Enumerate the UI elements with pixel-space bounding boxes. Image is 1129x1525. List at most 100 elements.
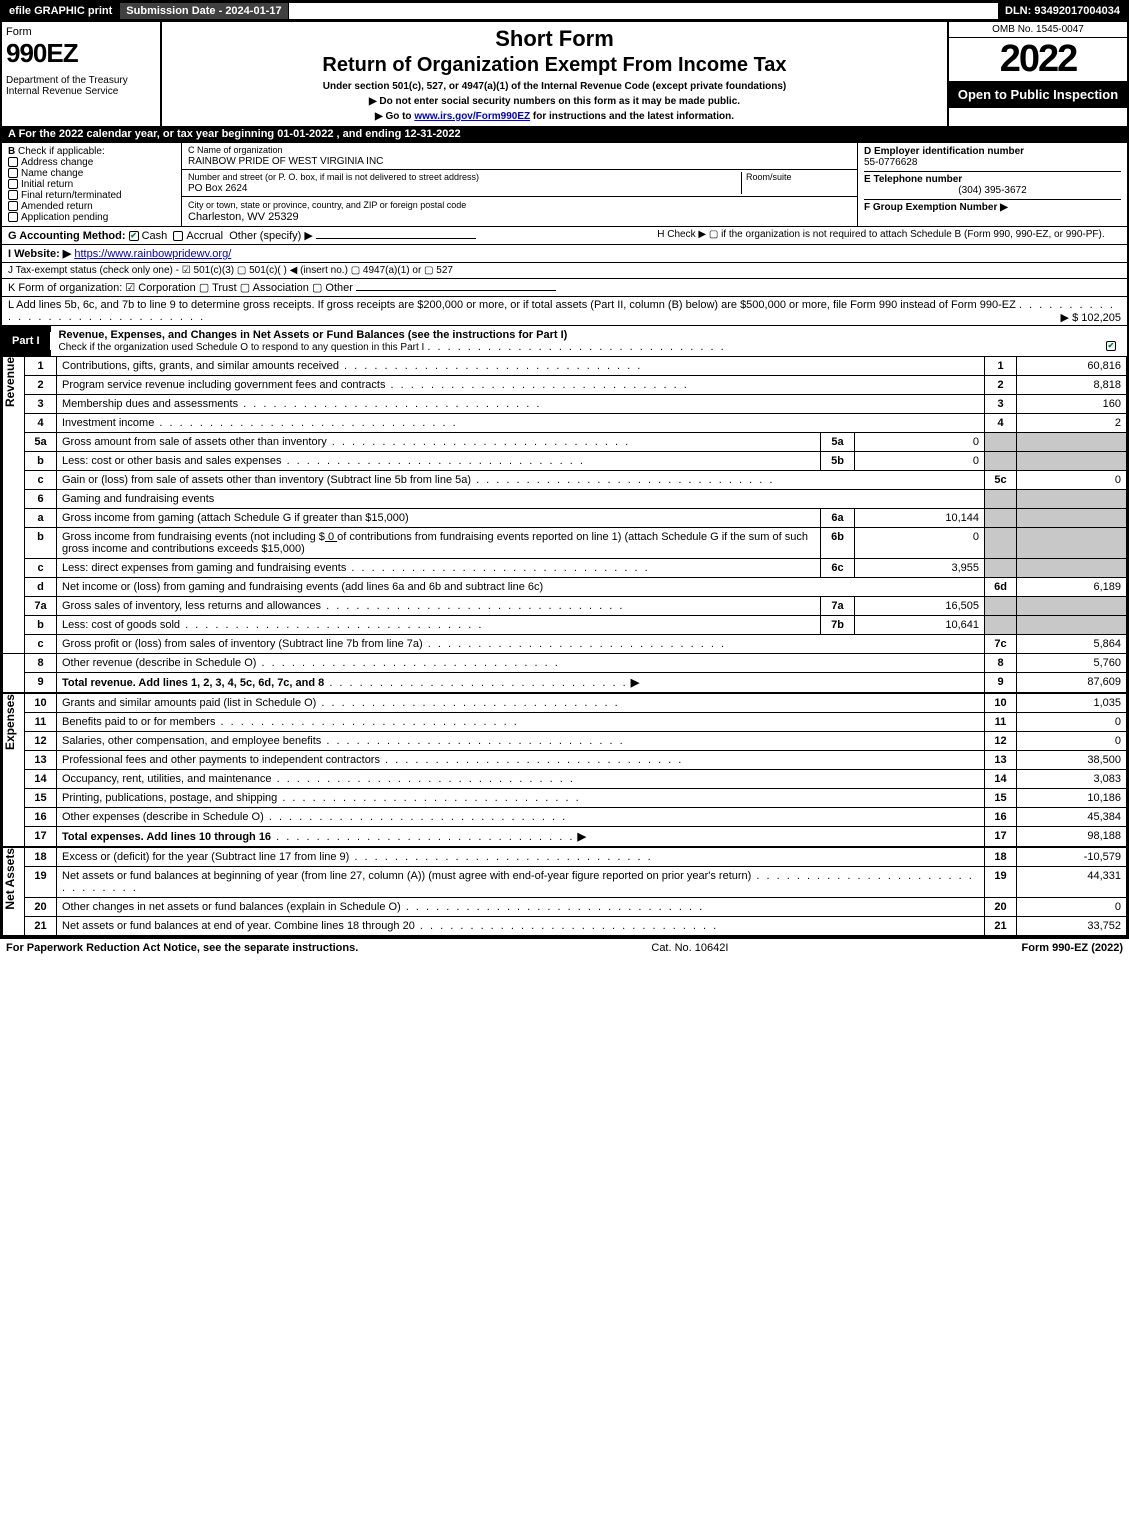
efile-print-cell: efile GRAPHIC print (2, 2, 119, 20)
line-amount: 5,760 (1017, 654, 1127, 673)
line-ref: 20 (985, 898, 1017, 917)
line-amount: 1,035 (1017, 693, 1127, 713)
inner-ref: 6c (821, 559, 855, 578)
opt-name-change[interactable]: Name change (8, 168, 175, 179)
form-header: Form 990EZ Department of the Treasury In… (2, 20, 1127, 126)
line-desc: Salaries, other compensation, and employ… (57, 732, 985, 751)
line-num: 15 (25, 789, 57, 808)
line-ref: 10 (985, 693, 1017, 713)
under-section-text: Under section 501(c), 527, or 4947(a)(1)… (170, 81, 939, 92)
line-amount: 87,609 (1017, 673, 1127, 694)
line-amount-grey (1017, 597, 1127, 616)
schedule-o-checkbox-icon[interactable] (1106, 341, 1116, 351)
line-desc: Grants and similar amounts paid (list in… (57, 693, 985, 713)
opt-application-pending[interactable]: Application pending (8, 212, 175, 223)
open-to-public-box: Open to Public Inspection (949, 81, 1127, 108)
line-num: c (25, 559, 57, 578)
line-num: 6 (25, 490, 57, 509)
line-ref: 7c (985, 635, 1017, 654)
e-label: E Telephone number (864, 174, 962, 185)
line-desc: Net income or (loss) from gaming and fun… (57, 578, 985, 597)
goto-line: ▶ Go to www.irs.gov/Form990EZ for instru… (170, 111, 939, 122)
g-other: Other (specify) ▶ (229, 230, 313, 242)
line-ref: 14 (985, 770, 1017, 789)
section-bcd-row: B Check if applicable: Address change Na… (2, 142, 1127, 226)
main-title: Return of Organization Exempt From Incom… (170, 54, 939, 77)
k-other-blank[interactable] (356, 290, 556, 291)
line-num: 11 (25, 713, 57, 732)
dot-leader (427, 341, 725, 353)
inner-ref: 5b (821, 452, 855, 471)
line-ref-grey (985, 433, 1017, 452)
checkbox-icon (8, 190, 18, 200)
part-1-title: Revenue, Expenses, and Changes in Net As… (51, 325, 1127, 356)
line-k-text: K Form of organization: ☑ Corporation ▢ … (8, 282, 353, 294)
expenses-side-label: Expenses (3, 694, 17, 750)
inner-amount: 0 (855, 433, 985, 452)
opt-initial-return[interactable]: Initial return (8, 179, 175, 190)
dln-cell: DLN: 93492017004034 (998, 2, 1127, 20)
line-desc: Gross amount from sale of assets other t… (57, 433, 821, 452)
opt-final-return[interactable]: Final return/terminated (8, 190, 175, 201)
d-label: D Employer identification number (864, 146, 1024, 157)
footer-mid: Cat. No. 10642I (651, 942, 728, 954)
footer-right: Form 990-EZ (2022) (1022, 942, 1123, 954)
line-ref-grey (985, 452, 1017, 471)
part-1-label: Part I (2, 332, 51, 350)
line-amount: 33,752 (1017, 917, 1127, 936)
l6b-blank: 0 (325, 531, 337, 543)
line-amount: 8,818 (1017, 376, 1127, 395)
line-num: 2 (25, 376, 57, 395)
line-desc: Benefits paid to or for members (57, 713, 985, 732)
line-ref: 4 (985, 414, 1017, 433)
line-ref: 2 (985, 376, 1017, 395)
opt-label: Final return/terminated (21, 190, 122, 201)
line-amount-grey (1017, 616, 1127, 635)
line-h: H Check ▶ ▢ if the organization is not r… (657, 229, 1121, 242)
line-g: G Accounting Method: Cash Accrual Other … (8, 229, 657, 242)
line-desc: Occupancy, rent, utilities, and maintena… (57, 770, 985, 789)
goto-pre: ▶ Go to (375, 111, 414, 122)
header-left: Form 990EZ Department of the Treasury In… (2, 22, 162, 126)
line-amount-grey (1017, 509, 1127, 528)
opt-amended-return[interactable]: Amended return (8, 201, 175, 212)
line-desc: Less: direct expenses from gaming and fu… (57, 559, 821, 578)
inner-amount: 10,144 (855, 509, 985, 528)
checkbox-cash-icon[interactable] (129, 231, 139, 241)
line-desc: Other changes in net assets or fund bala… (57, 898, 985, 917)
line-num: 17 (25, 827, 57, 848)
line-amount: 10,186 (1017, 789, 1127, 808)
irs-link[interactable]: www.irs.gov/Form990EZ (414, 111, 530, 122)
line-amount: 60,816 (1017, 357, 1127, 376)
opt-address-change[interactable]: Address change (8, 157, 175, 168)
line-amount: 0 (1017, 471, 1127, 490)
checkbox-accrual-icon[interactable] (173, 231, 183, 241)
line-l-gross-receipts: L Add lines 5b, 6c, and 7b to line 9 to … (2, 296, 1127, 325)
line-num: 12 (25, 732, 57, 751)
g-accrual: Accrual (186, 230, 223, 242)
ein-value: 55-0776628 (864, 157, 917, 168)
line-num: b (25, 528, 57, 559)
header-center: Short Form Return of Organization Exempt… (162, 22, 947, 126)
form-label: Form (6, 26, 156, 38)
org-name: RAINBOW PRIDE OF WEST VIRGINIA INC (188, 156, 383, 167)
goto-post: for instructions and the latest informat… (530, 111, 734, 122)
line-amount: 2 (1017, 414, 1127, 433)
line-ref: 5c (985, 471, 1017, 490)
g-other-blank[interactable] (316, 238, 476, 239)
line-num: a (25, 509, 57, 528)
line-desc: Gaming and fundraising events (57, 490, 985, 509)
line-amount: 45,384 (1017, 808, 1127, 827)
line-amount: 5,864 (1017, 635, 1127, 654)
expenses-side-cell: Expenses (3, 693, 25, 847)
line-num: 9 (25, 673, 57, 694)
line-amount: 160 (1017, 395, 1127, 414)
line-desc: Printing, publications, postage, and shi… (57, 789, 985, 808)
line-ref: 9 (985, 673, 1017, 694)
opt-label: Amended return (21, 201, 93, 212)
line-desc: Investment income (57, 414, 985, 433)
line-num: c (25, 471, 57, 490)
line-desc: Net assets or fund balances at end of ye… (57, 917, 985, 936)
website-link[interactable]: https://www.rainbowpridewv.org/ (74, 248, 231, 260)
inner-ref: 7a (821, 597, 855, 616)
